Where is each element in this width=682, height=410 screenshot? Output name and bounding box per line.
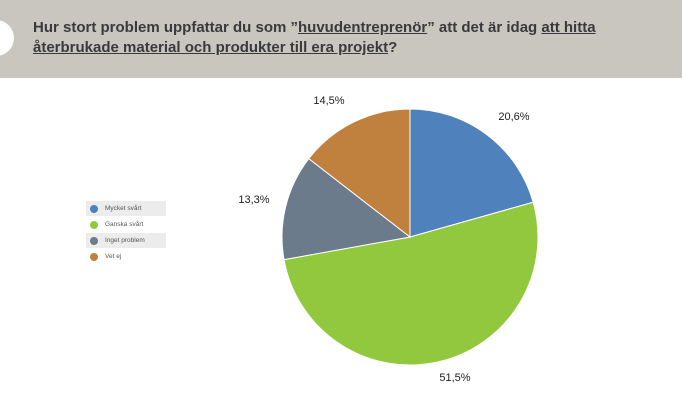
slice-label-3: 14,5% bbox=[313, 95, 344, 107]
legend-swatch-inget-problem bbox=[90, 236, 98, 245]
slice-label-0: 20,6% bbox=[498, 111, 529, 123]
legend-item-inget-problem: Inget problem bbox=[86, 233, 166, 248]
title-part-1: Hur stort problem uppfattar du som ” bbox=[33, 19, 299, 36]
pie-slice-1 bbox=[283, 201, 539, 366]
legend: Mycket svårt Ganska svårt Inget problem … bbox=[86, 201, 166, 265]
header-circle-decoration bbox=[0, 20, 14, 56]
title-underlined-1: huvudentreprenör bbox=[298, 19, 428, 36]
legend-swatch-vet-ej bbox=[90, 252, 98, 261]
legend-item-ganska-svart: Ganska svårt bbox=[86, 217, 166, 232]
slice-label-1: 51,5% bbox=[439, 372, 470, 384]
legend-label-vet-ej: Vet ej bbox=[105, 253, 122, 260]
legend-label-mycket-svart: Mycket svårt bbox=[105, 205, 142, 212]
title-part-2: ” att det är idag bbox=[427, 19, 542, 36]
legend-label-inget-problem: Inget problem bbox=[105, 237, 145, 244]
title-underlined-2: att hitta återbrukade material och produ… bbox=[33, 19, 596, 56]
slice-label-2: 13,3% bbox=[238, 194, 269, 206]
title-part-3: ? bbox=[388, 39, 398, 56]
legend-item-mycket-svart: Mycket svårt bbox=[86, 201, 166, 216]
legend-swatch-ganska-svart bbox=[90, 220, 98, 229]
pie-slice-2 bbox=[281, 157, 412, 261]
header-bar: Hur stort problem uppfattar du som ”huvu… bbox=[0, 0, 682, 78]
chart-title: Hur stort problem uppfattar du som ”huvu… bbox=[33, 18, 673, 58]
pie-slice-0 bbox=[409, 108, 534, 238]
legend-item-vet-ej: Vet ej bbox=[86, 249, 166, 264]
legend-label-ganska-svart: Ganska svårt bbox=[105, 221, 144, 228]
pie-slice-3 bbox=[308, 108, 411, 239]
legend-swatch-mycket-svart bbox=[90, 204, 98, 213]
